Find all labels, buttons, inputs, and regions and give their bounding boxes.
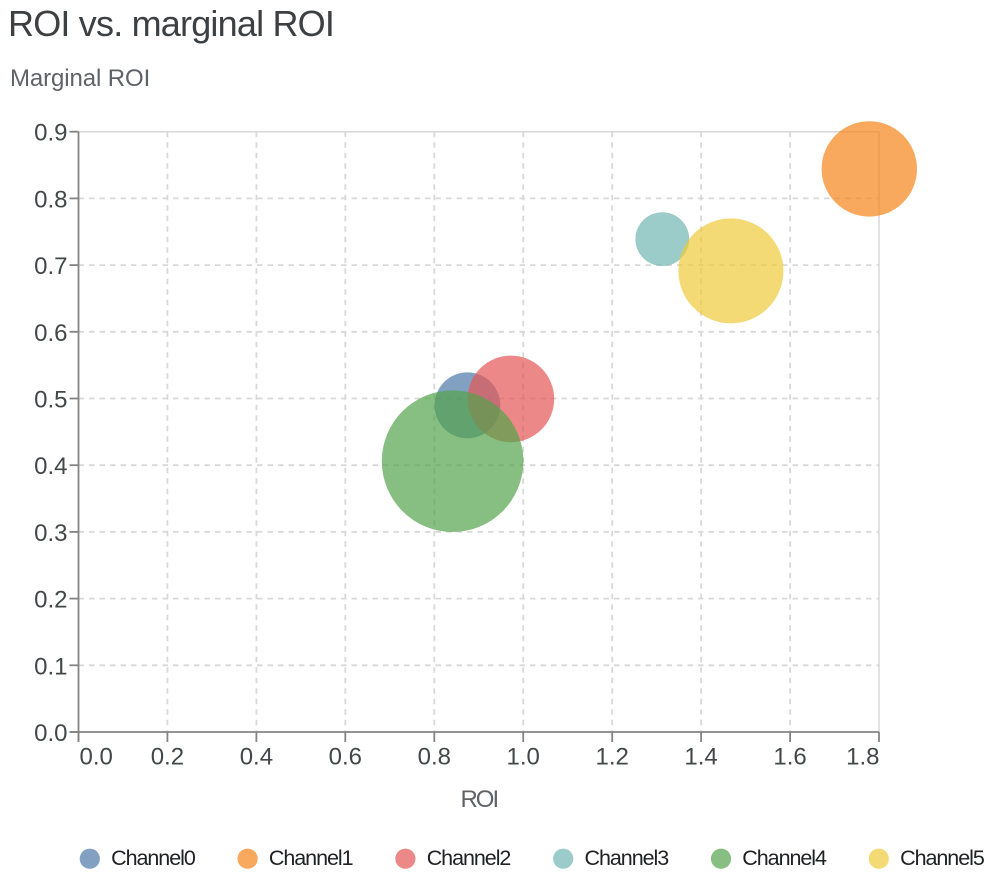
svg-text:0.5: 0.5: [34, 387, 67, 414]
svg-text:0.7: 0.7: [34, 253, 67, 280]
svg-text:Channel0: Channel0: [111, 846, 196, 870]
svg-text:0.1: 0.1: [34, 653, 67, 680]
svg-text:0.6: 0.6: [34, 320, 67, 347]
svg-text:0.2: 0.2: [34, 587, 67, 614]
svg-text:Channel3: Channel3: [585, 846, 670, 870]
svg-text:0.9: 0.9: [34, 120, 67, 147]
svg-text:0.0: 0.0: [34, 720, 67, 747]
svg-text:0.4: 0.4: [34, 453, 67, 480]
svg-text:ROI: ROI: [460, 786, 497, 813]
svg-text:1.8: 1.8: [846, 744, 879, 771]
svg-text:0.3: 0.3: [34, 520, 67, 547]
svg-text:1.0: 1.0: [507, 744, 540, 771]
svg-text:1.2: 1.2: [596, 744, 629, 771]
svg-text:Channel5: Channel5: [900, 846, 985, 870]
svg-text:0.6: 0.6: [329, 744, 362, 771]
svg-text:0.0: 0.0: [80, 744, 113, 771]
svg-text:0.2: 0.2: [151, 744, 184, 771]
svg-text:1.6: 1.6: [773, 744, 806, 771]
svg-text:Channel1: Channel1: [269, 846, 353, 870]
svg-text:Marginal ROI: Marginal ROI: [10, 65, 150, 92]
svg-text:Channel4: Channel4: [742, 846, 827, 870]
svg-text:1.4: 1.4: [684, 744, 717, 771]
svg-text:Channel2: Channel2: [427, 846, 511, 870]
svg-text:ROI vs. marginal ROI: ROI vs. marginal ROI: [8, 3, 334, 44]
svg-text:0.4: 0.4: [240, 744, 273, 771]
svg-text:0.8: 0.8: [418, 744, 451, 771]
svg-text:0.8: 0.8: [34, 186, 67, 213]
